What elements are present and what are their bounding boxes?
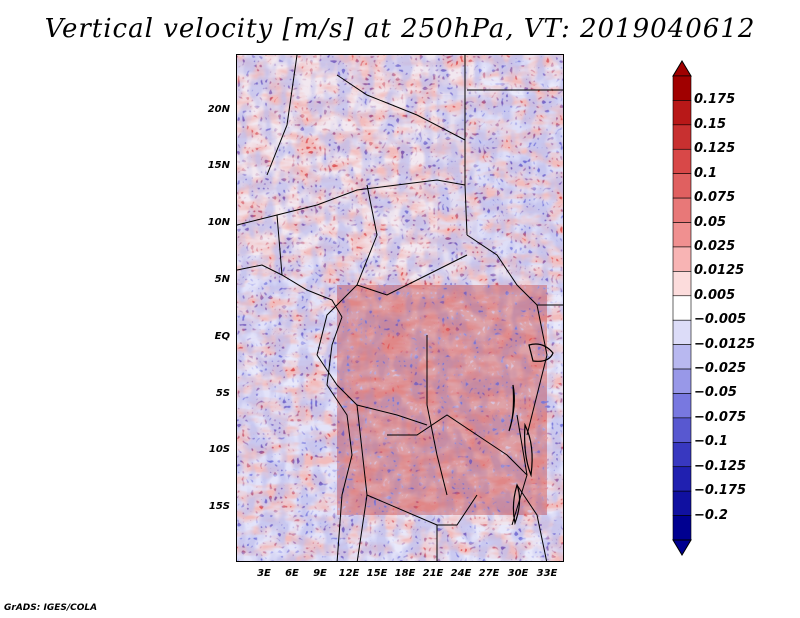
colorbar-segment [672,246,692,272]
colorbar-label: −0.05 [694,385,737,401]
lon-tick: 6E [285,568,299,579]
colorbar-segment [672,197,692,223]
lon-tick: 3E [257,568,271,579]
country-borders [237,55,563,561]
colorbar-segment [672,319,692,345]
colorbar-label: 0.0125 [694,263,745,279]
colorbar-label: 0.15 [694,116,727,132]
colorbar-label: −0.005 [694,312,747,328]
colorbar-label: −0.1 [694,434,728,450]
colorbar [672,60,692,556]
grads-credit: GrADS: IGES/COLA [4,603,98,613]
colorbar-label: −0.125 [694,458,747,474]
colorbar-segment [672,442,692,468]
lat-tick: 10S [208,444,230,455]
colorbar-label: 0.175 [694,92,736,108]
colorbar-bottom-arrow [672,539,692,556]
lat-tick: 20N [207,104,230,115]
colorbar-label: −0.2 [694,507,728,523]
map-canvas [237,55,563,561]
lon-tick: 33E [536,568,558,579]
colorbar-segment [672,368,692,394]
colorbar-label: 0.125 [694,141,736,157]
colorbar-segment [672,466,692,492]
lon-tick: 24E [450,568,472,579]
colorbar-segment [672,148,692,174]
lat-tick: 5N [214,274,230,285]
colorbar-segment [672,173,692,199]
lat-tick: 10N [207,217,230,228]
lat-tick: 15S [208,501,230,512]
colorbar-segment [672,124,692,150]
colorbar-label: 0.075 [694,190,736,206]
colorbar-segment [672,393,692,419]
colorbar-segment [672,222,692,248]
lon-tick: 27E [478,568,500,579]
colorbar-segment [672,271,692,297]
colorbar-segment [672,515,692,541]
colorbar-segment [672,344,692,370]
colorbar-segment [672,100,692,126]
lon-tick: 18E [394,568,416,579]
lon-tick: 30E [507,568,529,579]
colorbar-label: 0.1 [694,165,718,181]
colorbar-segment [672,295,692,321]
lat-tick: 5S [215,388,230,399]
colorbar-segment [672,417,692,443]
lon-tick: 15E [366,568,388,579]
lon-tick: 12E [338,568,360,579]
lakes [508,343,554,526]
map-title: Vertical velocity [m/s] at 250hPa, VT: 2… [44,14,756,44]
lat-tick: 15N [207,160,230,171]
colorbar-label: 0.025 [694,238,736,254]
colorbar-top-arrow [672,60,692,77]
colorbar-label: −0.175 [694,483,747,499]
colorbar-label: −0.0125 [694,336,756,352]
colorbar-segment [672,75,692,101]
lon-tick: 9E [313,568,327,579]
colorbar-label: 0.05 [694,214,727,230]
lon-tick: 21E [422,568,444,579]
colorbar-segment [672,490,692,516]
lat-tick: EQ [214,331,230,342]
field-convective-speckle [337,285,547,515]
colorbar-label: 0.005 [694,287,736,303]
velocity-map[interactable] [236,54,564,562]
colorbar-label: −0.075 [694,409,747,425]
colorbar-label: −0.025 [694,361,747,377]
